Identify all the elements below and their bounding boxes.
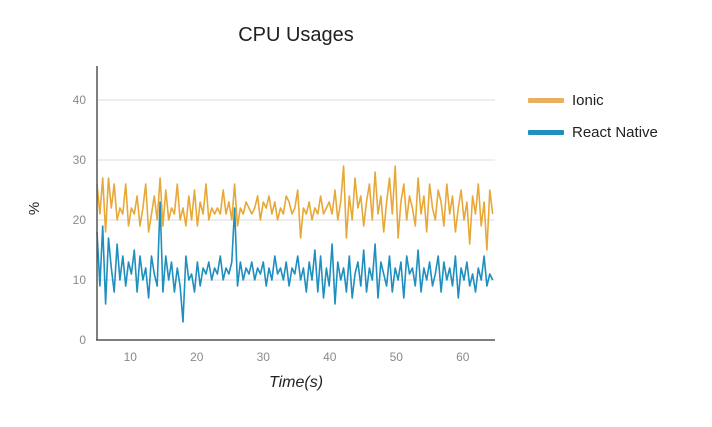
x-tick-labels: 10 20 30 40 50 60 bbox=[124, 350, 470, 364]
legend-item-ionic[interactable]: Ionic bbox=[528, 84, 658, 116]
y-tick: 0 bbox=[79, 333, 86, 347]
y-tick: 40 bbox=[73, 93, 87, 107]
chart-title: CPU Usages bbox=[238, 24, 354, 46]
x-tick: 40 bbox=[323, 350, 337, 364]
y-tick-labels: 0 10 20 30 40 bbox=[73, 93, 87, 347]
y-tick: 10 bbox=[73, 273, 87, 287]
legend-swatch-ionic bbox=[528, 97, 564, 103]
series-lines bbox=[96, 165, 494, 323]
y-tick: 20 bbox=[73, 213, 87, 227]
x-axis-label: Time(s) bbox=[268, 374, 324, 391]
y-tick: 30 bbox=[73, 153, 87, 167]
react-native-line bbox=[96, 201, 494, 323]
legend: Ionic React Native bbox=[528, 84, 658, 148]
ionic-line bbox=[96, 165, 494, 251]
x-tick: 50 bbox=[390, 350, 404, 364]
legend-item-react-native[interactable]: React Native bbox=[528, 116, 658, 148]
x-tick: 60 bbox=[456, 350, 470, 364]
legend-label: Ionic bbox=[572, 91, 604, 109]
x-tick: 20 bbox=[190, 350, 204, 364]
legend-label: React Native bbox=[572, 123, 658, 141]
x-tick: 10 bbox=[124, 350, 138, 364]
gridlines bbox=[97, 99, 495, 281]
legend-swatch-react-native bbox=[528, 129, 564, 135]
x-tick: 30 bbox=[257, 350, 271, 364]
